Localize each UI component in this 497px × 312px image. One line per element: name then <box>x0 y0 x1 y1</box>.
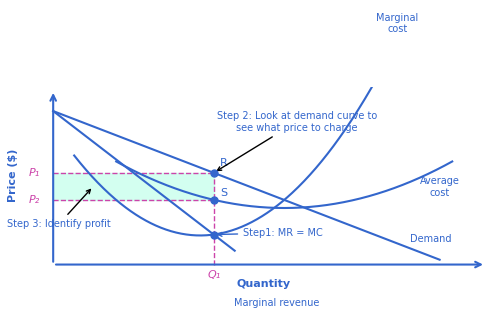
Text: Marginal revenue: Marginal revenue <box>234 298 320 308</box>
Text: Step 2: Look at demand curve to
see what price to charge: Step 2: Look at demand curve to see what… <box>217 111 377 171</box>
Text: Marginal
cost: Marginal cost <box>377 13 419 34</box>
Text: P₂: P₂ <box>29 195 40 205</box>
Text: Demand: Demand <box>410 234 452 244</box>
Text: Price ($): Price ($) <box>8 149 18 202</box>
Text: Q₁: Q₁ <box>207 270 220 280</box>
Text: Quantity: Quantity <box>236 279 290 289</box>
Polygon shape <box>53 173 214 200</box>
Text: P₁: P₁ <box>29 168 40 178</box>
Text: Step 3: Identify profit: Step 3: Identify profit <box>7 189 111 229</box>
Text: Average
cost: Average cost <box>419 176 460 198</box>
Text: Step1: MR = MC: Step1: MR = MC <box>218 228 323 238</box>
Text: R: R <box>220 158 228 168</box>
Text: S: S <box>220 188 227 198</box>
